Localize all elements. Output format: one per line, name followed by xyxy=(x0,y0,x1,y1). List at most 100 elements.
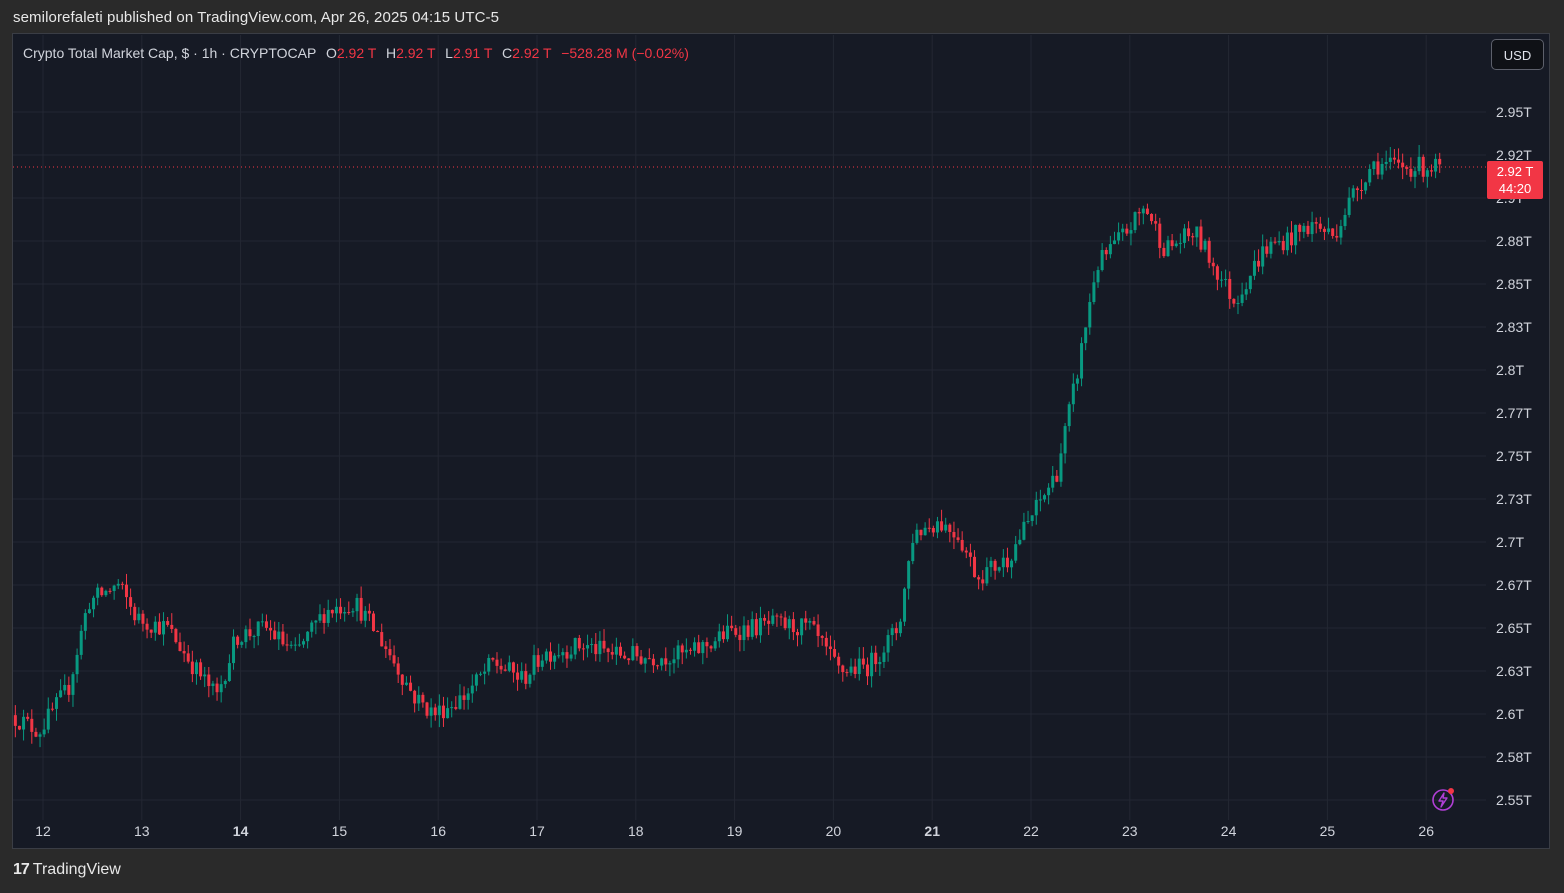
price-tick-label: 2.83T xyxy=(1496,319,1532,335)
candle-body xyxy=(339,606,343,614)
candle-body xyxy=(1162,247,1166,257)
candle-body xyxy=(1417,156,1421,172)
candle-body xyxy=(454,707,458,709)
candle-body xyxy=(820,636,824,638)
candle-body xyxy=(248,629,252,637)
candle-body xyxy=(931,528,935,533)
candle-body xyxy=(808,621,812,623)
candle-body xyxy=(602,640,606,649)
candle-body xyxy=(857,658,861,675)
candle-body xyxy=(948,524,952,532)
candle-body xyxy=(754,619,758,636)
candle-body xyxy=(1413,171,1417,177)
published-by-text: semilorefaleti published on TradingView.… xyxy=(13,9,500,26)
candle-body xyxy=(618,646,622,656)
open-label: O xyxy=(325,45,337,61)
candle-body xyxy=(935,521,939,533)
candle-body xyxy=(701,642,705,654)
candle-body xyxy=(1397,159,1401,163)
candle-body xyxy=(1088,302,1092,328)
currency-button[interactable]: USD xyxy=(1491,39,1544,70)
candle-body xyxy=(1191,236,1195,238)
candle-body xyxy=(750,619,754,637)
candle-body xyxy=(203,674,207,677)
time-tick-label: 24 xyxy=(1221,823,1237,839)
candle-body xyxy=(960,539,964,551)
candle-body xyxy=(1343,214,1347,227)
candle-body xyxy=(1129,230,1133,234)
candle-body xyxy=(421,694,425,703)
tradingview-footer[interactable]: 17 TradingView xyxy=(13,861,121,879)
price-tick-label: 2.77T xyxy=(1496,405,1532,421)
candle-body xyxy=(1051,475,1055,488)
candle-body xyxy=(569,654,573,659)
candle-body xyxy=(1314,222,1318,224)
candle-body xyxy=(1166,240,1170,257)
candle-body xyxy=(894,628,898,634)
candle-body xyxy=(1228,278,1232,299)
candle-body xyxy=(79,630,83,655)
candle-body xyxy=(240,642,244,645)
candle-body xyxy=(524,671,528,684)
candle-body xyxy=(964,550,968,553)
candle-body xyxy=(734,628,738,635)
candle-body xyxy=(586,645,590,649)
candle-body xyxy=(46,708,50,730)
candle-body xyxy=(1273,241,1277,243)
candle-body xyxy=(927,527,931,529)
candle-body xyxy=(907,561,911,589)
flash-icon[interactable] xyxy=(1431,786,1457,812)
candle-body xyxy=(310,622,314,632)
candle-body xyxy=(1252,260,1256,276)
candle-body xyxy=(446,708,450,719)
candle-body xyxy=(882,652,886,662)
time-tick-label: 19 xyxy=(727,823,743,839)
candle-body xyxy=(1376,161,1380,175)
candle-body xyxy=(474,674,478,686)
candle-body xyxy=(1232,298,1236,304)
candle-body xyxy=(83,613,87,631)
candle-body xyxy=(1405,167,1409,169)
candle-body xyxy=(1026,521,1030,523)
candle-body xyxy=(351,611,355,613)
candle-body xyxy=(614,646,618,655)
candle-body xyxy=(1121,228,1125,233)
price-tick-label: 2.8T xyxy=(1496,362,1524,378)
candle-body xyxy=(684,649,688,653)
candle-body xyxy=(124,584,128,598)
candle-body xyxy=(269,627,273,631)
candle-body xyxy=(1409,168,1413,177)
candle-body xyxy=(1043,495,1047,500)
candle-body xyxy=(194,662,198,675)
candle-body xyxy=(289,644,293,646)
candle-body xyxy=(849,666,853,673)
candle-body xyxy=(1047,487,1051,496)
candle-body xyxy=(491,657,495,660)
candle-body xyxy=(487,657,491,672)
candle-body xyxy=(1182,228,1186,243)
candle-body xyxy=(413,690,417,704)
candle-body xyxy=(647,658,651,660)
candle-body xyxy=(1347,197,1351,215)
candle-body xyxy=(1104,250,1108,255)
candle-body xyxy=(392,655,396,664)
price-tick-label: 2.58T xyxy=(1496,749,1532,765)
candle-body xyxy=(190,661,194,675)
candle-body xyxy=(833,649,837,657)
chart-pane[interactable] xyxy=(12,33,1550,849)
candle-body xyxy=(688,649,692,651)
candle-body xyxy=(433,707,437,716)
price-tick-label: 2.67T xyxy=(1496,577,1532,593)
candle-body xyxy=(1294,224,1298,246)
candle-body xyxy=(779,616,783,618)
candle-body xyxy=(898,621,902,634)
candle-body xyxy=(223,680,227,685)
candle-body xyxy=(384,646,388,650)
candle-body xyxy=(940,521,944,531)
candle-body xyxy=(363,610,367,621)
candle-body xyxy=(174,628,178,643)
candle-body xyxy=(824,637,828,647)
candle-body xyxy=(680,645,684,653)
candle-body xyxy=(22,716,26,730)
